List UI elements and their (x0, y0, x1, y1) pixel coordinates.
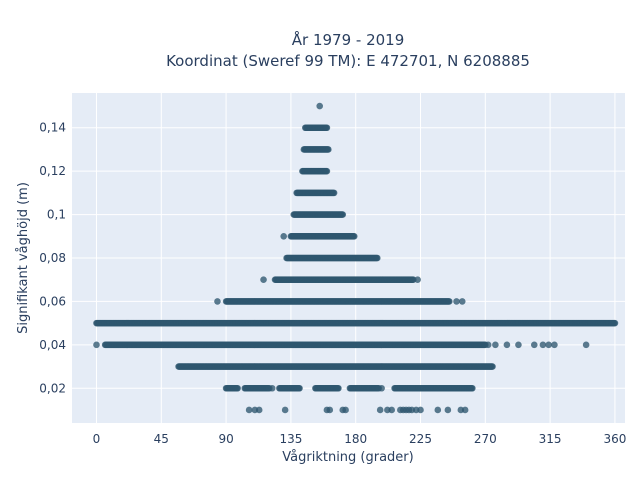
data-point (414, 276, 421, 284)
data-point (551, 341, 558, 349)
x-tick-label: 315 (539, 432, 562, 446)
x-tick-label: 180 (344, 432, 367, 446)
y-tick-label: 0,12 (39, 164, 66, 178)
x-tick-label: 0 (93, 432, 101, 446)
data-point (444, 406, 452, 414)
data-point (339, 211, 347, 218)
data-point (611, 319, 619, 327)
data-point (260, 276, 267, 284)
data-point (530, 341, 538, 349)
data-point (376, 406, 384, 414)
data-point (461, 406, 469, 414)
data-point (214, 298, 221, 305)
chart-title-line2: Koordinat (Sweref 99 TM): E 472701, N 62… (166, 52, 530, 70)
data-point (323, 167, 331, 175)
data-point (446, 298, 453, 305)
data-point (469, 384, 476, 392)
data-point (489, 363, 496, 370)
x-tick-label: 135 (279, 432, 302, 446)
chart-title-line1: År 1979 - 2019 (292, 30, 405, 49)
data-point (93, 341, 100, 349)
data-point (515, 341, 522, 349)
data-point (492, 341, 499, 349)
x-tick-label: 45 (154, 432, 169, 446)
data-point (453, 298, 460, 305)
data-point (434, 406, 442, 414)
y-tick-label: 0,1 (47, 208, 66, 222)
data-point (342, 406, 349, 414)
data-point (316, 102, 324, 110)
data-point (325, 146, 332, 153)
data-point (545, 341, 552, 349)
data-point (296, 384, 303, 392)
y-axis-title: Signifikant våghöjd (m) (16, 182, 31, 334)
x-tick-label: 90 (218, 432, 233, 446)
x-tick-label: 360 (603, 432, 626, 446)
data-point (374, 254, 381, 262)
x-tick-label: 270 (474, 432, 497, 446)
data-point (417, 406, 424, 414)
data-point (234, 384, 241, 392)
y-tick-label: 0,08 (39, 251, 66, 265)
data-point (268, 384, 276, 392)
data-point (350, 232, 358, 240)
data-point (255, 406, 263, 414)
y-tick-label: 0,04 (39, 338, 66, 352)
y-tick-label: 0,14 (39, 121, 66, 135)
data-point (503, 341, 511, 349)
data-points (93, 102, 619, 414)
data-point (245, 406, 253, 414)
data-point (326, 406, 334, 414)
data-point (323, 124, 331, 132)
data-point (335, 384, 342, 392)
tick-labels: 0 45 90 135 180 225 270 315 360 0,02 0,04 0,06 0,08 0… (39, 121, 626, 446)
data-point (330, 189, 338, 197)
data-point (280, 232, 288, 240)
x-tick-label: 225 (409, 432, 432, 446)
data-point (281, 406, 289, 414)
data-point (484, 341, 492, 349)
y-tick-label: 0,06 (39, 294, 66, 308)
y-tick-label: 0,02 (39, 381, 66, 395)
data-point (388, 406, 396, 414)
data-point (378, 384, 385, 392)
x-axis-title: Vågriktning (grader) (282, 450, 413, 465)
data-point (458, 298, 466, 305)
data-point (582, 341, 590, 349)
data-point (539, 341, 547, 349)
